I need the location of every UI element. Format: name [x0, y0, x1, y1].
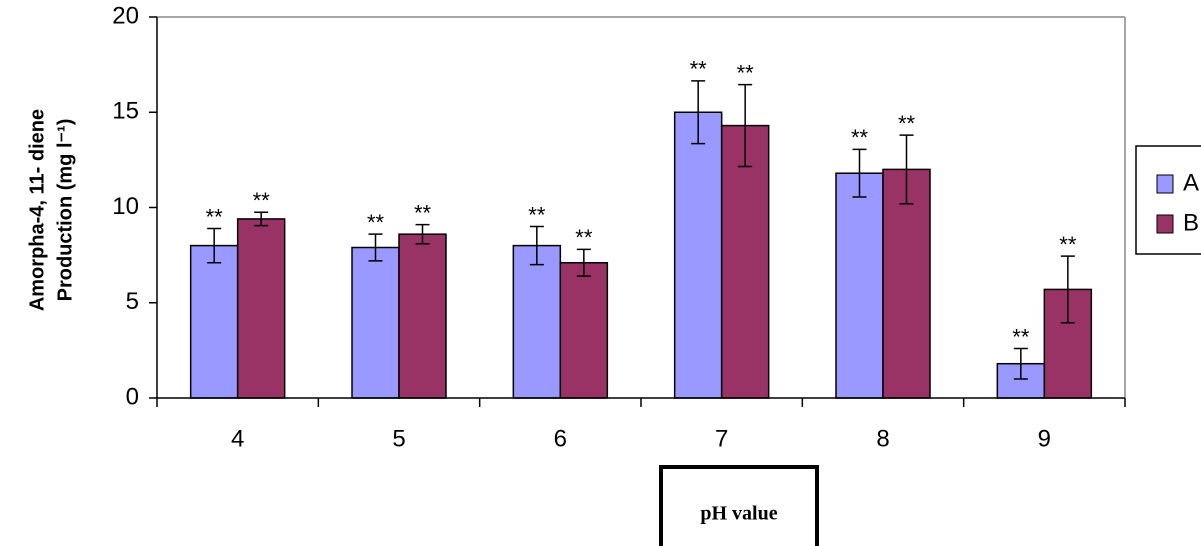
bar: [673, 111, 723, 399]
annotation: **: [1059, 232, 1077, 257]
x-tick-label: 7: [715, 425, 728, 452]
x-tick-label: 9: [1038, 425, 1051, 452]
y-tick-label: 0: [126, 383, 139, 410]
bar: [512, 244, 562, 399]
annotation: **: [737, 60, 755, 85]
y-tick-label: 10: [112, 193, 139, 220]
error-bar: [207, 227, 222, 264]
legend-swatch: [1156, 214, 1174, 234]
x-tick-label: 6: [554, 425, 567, 452]
y-axis-label: Amorpha-4, 11- diene: [26, 109, 48, 311]
error-bar: [899, 134, 914, 205]
error-bar: [254, 211, 269, 227]
bar: [835, 172, 884, 399]
annotation: **: [690, 57, 708, 82]
bar: [351, 246, 400, 399]
x-axis-label: pH value: [700, 503, 777, 525]
legend-label: B: [1183, 209, 1199, 236]
annotation: **: [528, 202, 546, 227]
y-axis-label: Production (mg l⁻¹): [54, 119, 76, 302]
error-bar: [576, 248, 591, 277]
bar: [398, 233, 447, 399]
legend-swatch: [1156, 174, 1174, 194]
x-tick-label: 5: [392, 425, 405, 452]
annotation: **: [206, 204, 224, 229]
error-bar: [368, 233, 383, 262]
error-bar: [852, 148, 867, 198]
bar: [559, 261, 609, 399]
annotation: **: [575, 225, 593, 250]
y-tick-label: 15: [112, 98, 139, 125]
x-tick-label: 4: [231, 425, 244, 452]
bar: [720, 124, 770, 399]
y-tick-label: 5: [126, 288, 139, 315]
error-bar: [529, 225, 544, 266]
annotation: **: [253, 188, 271, 213]
annotation: **: [1012, 324, 1030, 349]
error-bar: [1060, 255, 1075, 324]
bar: [236, 218, 286, 399]
y-tick-label: 20: [112, 2, 139, 29]
x-tick-label: 8: [876, 425, 889, 452]
bar: [189, 244, 239, 399]
error-bar: [415, 223, 430, 245]
x-label-box: [659, 465, 819, 546]
annotation: **: [367, 210, 385, 235]
legend-label: A: [1183, 169, 1199, 196]
error-bar: [691, 80, 706, 145]
error-bar: [738, 83, 753, 168]
legend-box: [1135, 145, 1201, 255]
annotation: **: [851, 125, 869, 150]
annotation: **: [414, 200, 432, 225]
annotation: **: [898, 111, 916, 136]
error-bar: [1013, 347, 1028, 380]
